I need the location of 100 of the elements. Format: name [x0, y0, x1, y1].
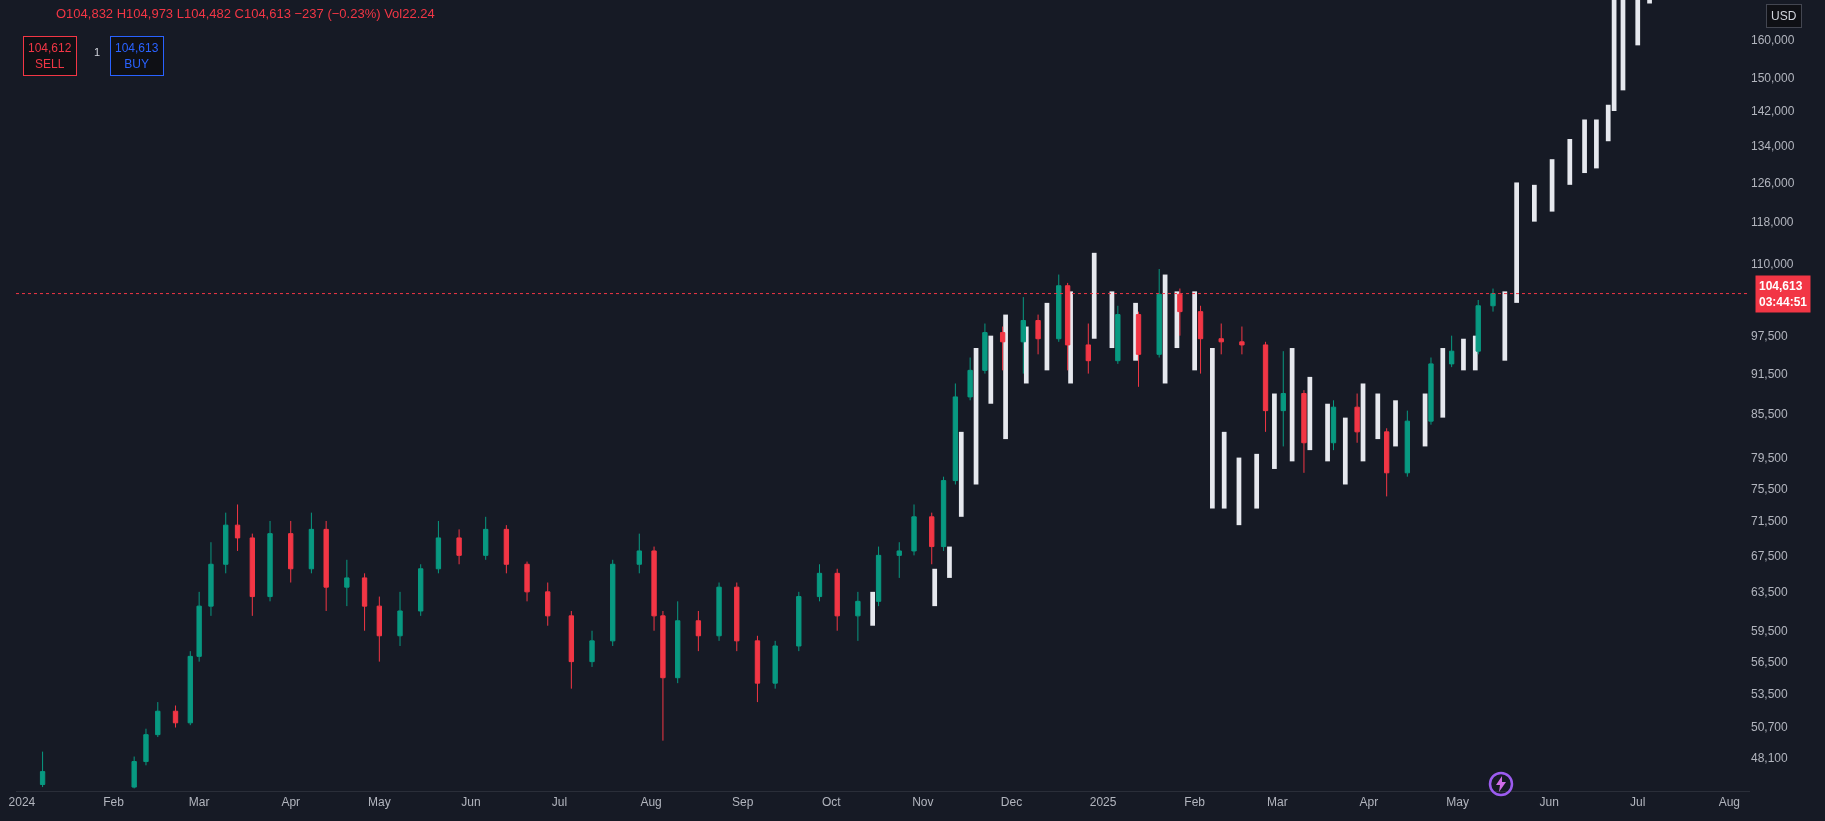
bar — [988, 335, 994, 404]
candlestick — [1301, 389, 1307, 474]
annotation: 104,613 BUY — [115, 41, 159, 71]
bar — [1254, 453, 1260, 509]
candlestick — [1056, 274, 1062, 343]
text: USD — [1771, 9, 1797, 23]
candlestick — [196, 591, 202, 663]
bar — [1531, 184, 1537, 222]
y-tick-label: 134,000 — [1751, 138, 1795, 153]
candlestick — [1156, 268, 1162, 358]
candlestick — [940, 476, 947, 552]
y-tick-label: 79,500 — [1751, 450, 1789, 465]
x-tick-label: 2025 — [1089, 795, 1117, 810]
y-tick-label: 67,500 — [1751, 548, 1789, 563]
bar — [1647, 0, 1652, 4]
candlestick — [1035, 314, 1041, 355]
candlestick — [999, 326, 1006, 371]
bar — [1192, 291, 1198, 371]
ref-line-label: 104,613 03:44:51 — [1759, 279, 1808, 309]
bar — [1091, 252, 1097, 339]
bar — [1440, 348, 1446, 418]
y-tick-label: 160,000 — [1751, 32, 1795, 47]
bar — [1325, 403, 1330, 462]
candlestick — [834, 568, 840, 632]
x-tick-label: Mar — [1267, 795, 1288, 810]
candlestick — [143, 728, 149, 766]
candlestick — [172, 705, 179, 729]
candlestick — [1135, 311, 1142, 388]
candlestick — [875, 546, 882, 607]
x-tick-label: Jun — [1539, 795, 1559, 810]
y-tick-label: 126,000 — [1751, 175, 1795, 190]
y-tick-label: 142,000 — [1751, 104, 1795, 119]
y-tick-label: 150,000 — [1751, 71, 1795, 86]
y-tick-label: 110,000 — [1751, 256, 1794, 271]
candlestick — [816, 563, 823, 602]
candlestick — [754, 635, 761, 703]
candlestick — [155, 701, 161, 738]
candlestick — [695, 610, 702, 652]
candlestick — [967, 357, 973, 401]
annotation: O104,832 H104,973 L104,482 C104,613 −237 (−0.23%) Vol22.24 — [56, 6, 435, 21]
y-tick-label: 50,700 — [1751, 719, 1789, 734]
candlestick — [911, 503, 917, 556]
x-tick-label: Sep — [732, 795, 754, 810]
candlestick — [772, 640, 778, 690]
candlestick — [952, 382, 959, 485]
x-tick-label: Feb — [103, 795, 125, 810]
x-tick-label: Apr — [281, 795, 301, 810]
candlestick — [39, 751, 46, 788]
x-tick-label: Feb — [1184, 795, 1206, 810]
candlestick — [1354, 393, 1360, 444]
candlestick — [545, 582, 551, 627]
candlestick — [982, 323, 988, 375]
candlestick — [503, 524, 510, 574]
candlestick — [1262, 341, 1269, 433]
x-tick-label: Jun — [461, 795, 481, 810]
candlestick — [308, 512, 315, 574]
candlestick — [456, 528, 462, 565]
x-tick-label: Jul — [1630, 795, 1646, 810]
bar — [1221, 431, 1227, 509]
candlestick — [1020, 296, 1026, 375]
candlestick — [796, 591, 802, 652]
candlestick — [896, 541, 902, 579]
candlestick — [589, 630, 595, 668]
candlestick — [418, 563, 424, 617]
candlestick — [187, 650, 193, 726]
x-tick-label: Dec — [1000, 795, 1023, 810]
candlestick — [1428, 357, 1434, 426]
x-tick-label: Nov — [912, 795, 934, 810]
candlestick — [1383, 427, 1390, 497]
candlestick — [734, 582, 740, 652]
candlestick — [267, 520, 273, 602]
x-tick-label: Aug — [640, 795, 662, 810]
bar — [1272, 393, 1277, 469]
candlestick — [1239, 326, 1245, 355]
annotation: 104,612 SELL — [28, 41, 72, 71]
annotation: 1 — [94, 46, 101, 58]
candlestick — [223, 512, 229, 574]
candlestick — [376, 596, 383, 663]
bar — [1567, 139, 1573, 185]
bar — [1582, 119, 1587, 174]
y-tick-label: 97,500 — [1751, 328, 1789, 343]
x-tick-label: Jul — [551, 795, 568, 810]
candlestick — [208, 541, 214, 617]
y-tick-label: 59,500 — [1751, 623, 1789, 638]
y-tick-label: 85,500 — [1751, 407, 1789, 422]
candlestick — [483, 516, 489, 561]
bar — [1342, 417, 1348, 485]
bar — [1461, 338, 1466, 371]
candlestick — [1330, 399, 1337, 451]
y-tick-label: 48,100 — [1751, 751, 1789, 765]
bar — [1594, 119, 1599, 169]
y-tick-label: 75,500 — [1751, 481, 1789, 496]
candlestick — [249, 533, 255, 617]
candlestick — [131, 756, 137, 789]
candlestick — [1085, 323, 1091, 375]
candlestick — [344, 559, 350, 607]
bar — [932, 568, 938, 607]
x-tick-label: Apr — [1359, 795, 1379, 810]
candlestick — [636, 533, 642, 574]
bar — [1210, 348, 1215, 509]
